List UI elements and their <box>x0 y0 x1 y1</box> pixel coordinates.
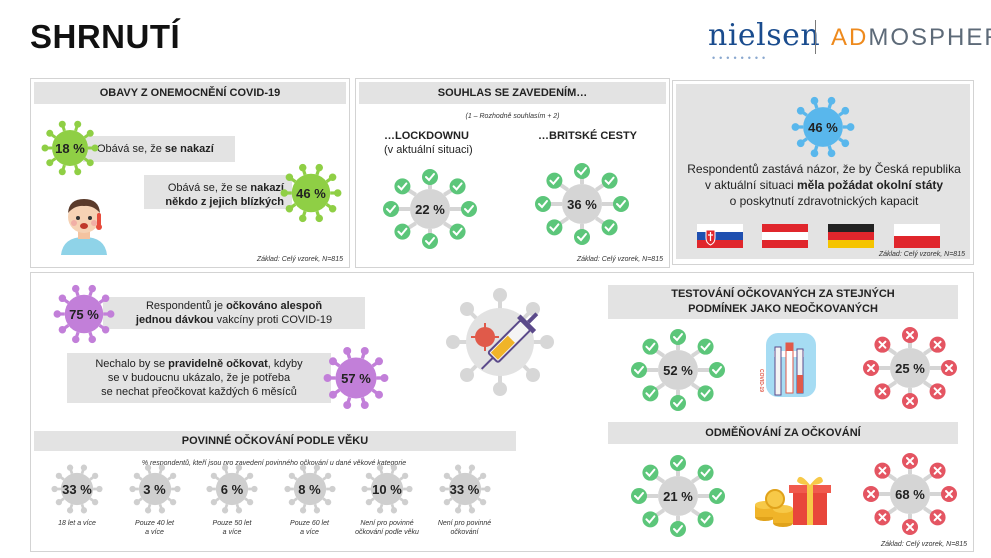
fear-panel-title: OBAVY Z ONEMOCNĚNÍ COVID-19 <box>34 82 346 104</box>
age-value-2: 6 % <box>220 481 244 497</box>
reward-base-note: Základ: Celý vzorek, N=815 <box>880 541 967 548</box>
austria-flag <box>762 224 808 248</box>
lockdown-value: 22 % <box>415 201 445 217</box>
testing-title: TESTOVÁNÍ OČKOVANÝCH ZA STEJNÝCH PODMÍNE… <box>608 285 958 319</box>
germany-flag <box>828 224 874 248</box>
vaccine-virus-illustration <box>446 288 554 396</box>
neighbors-value: 46 % <box>808 119 838 135</box>
british-value: 36 % <box>567 196 597 212</box>
age-virus-5: 33 % <box>438 463 491 515</box>
british-ring: 36 % <box>533 161 631 247</box>
vaccination-panel: Respondentů je očkováno alespoň jednou d… <box>30 272 974 552</box>
nielsen-logo-dots: •••••••• <box>712 53 770 63</box>
vaccinated-virus: 75 % <box>53 283 115 345</box>
age-label-1: Pouze 40 let a více <box>135 520 174 536</box>
fear-base-note: Základ: Celý vzorek, N=815 <box>256 256 343 263</box>
lockdown-ring: 22 % <box>381 167 479 251</box>
age-virus-0: 33 % <box>51 463 103 515</box>
age-label-5: Není pro povinné očkování <box>437 520 492 536</box>
agree-subtitle: (1 – Rozhodně souhlasím + 2) <box>465 113 560 120</box>
age-virus-3: 8 % <box>283 463 336 515</box>
admosphere-logo: ADMOSPHERE <box>831 24 991 51</box>
testing-yes-value: 52 % <box>663 362 693 378</box>
slovakia-flag <box>697 224 743 248</box>
age-virus-1: 3 % <box>128 463 181 515</box>
poland-flag <box>894 224 940 248</box>
vaccinated-value: 75 % <box>69 306 99 322</box>
logo-separator <box>815 20 816 54</box>
age-value-1: 3 % <box>143 481 166 497</box>
reward-yes-value: 21 % <box>663 488 693 504</box>
gift-coins-illustration <box>755 476 831 527</box>
age-label-0: 18 let a více <box>58 520 96 527</box>
testing-yes-ring: 52 % <box>629 327 727 413</box>
mandatory-title: POVINNÉ OČKOVÁNÍ PODLE VĚKU <box>34 431 516 451</box>
age-value-4: 10 % <box>372 481 402 497</box>
fear-close-box: Obává se, že se nakazí někdo z jejich bl… <box>144 175 292 209</box>
sick-person-illustration <box>61 199 107 255</box>
neighbors-text: Respondentů zastává názor, že by Česká r… <box>687 162 961 208</box>
age-label-3: Pouze 60 let a více <box>290 520 329 536</box>
testing-no-ring: 25 % <box>861 325 959 411</box>
page-title: SHRNUTÍ <box>30 18 181 55</box>
fear-close-virus: 46 % <box>280 162 342 224</box>
neighbors-virus: 46 % <box>791 95 855 159</box>
regular-value: 57 % <box>341 370 371 386</box>
age-value-5: 33 % <box>449 481 480 497</box>
fear-panel: OBAVY Z ONEMOCNĚNÍ COVID-19 Obává se, že… <box>30 78 350 268</box>
age-value-3: 8 % <box>298 481 321 497</box>
british-label: …BRITSKÉ CESTY <box>538 130 638 142</box>
age-label-4: Není pro povinné očkování podle věku <box>355 520 419 536</box>
reward-yes-ring: 21 % <box>629 453 727 539</box>
lockdown-label: …LOCKDOWNU <box>384 130 469 142</box>
agree-base-note: Základ: Celý vzorek, N=815 <box>576 256 663 263</box>
mandatory-subtitle: % respondentů, kteří jsou pro zavedení p… <box>141 460 407 467</box>
age-value-0: 33 % <box>62 481 92 497</box>
fear-infect-box: Obává se, že se nakazí <box>83 136 235 162</box>
fear-infect-virus: 18 % <box>41 119 99 177</box>
agree-panel-title: SOUHLAS SE ZAVEDENÍM… <box>359 82 666 104</box>
lockdown-sublabel: (v aktuální situaci) <box>384 144 473 156</box>
age-virus-4: 10 % <box>361 463 413 515</box>
fear-close-value: 46 % <box>296 185 326 201</box>
reward-no-value: 68 % <box>895 486 925 502</box>
test-tube-illustration <box>766 333 816 397</box>
reward-no-ring: 68 % <box>861 451 959 537</box>
age-label-2: Pouze 50 let a více <box>212 520 252 536</box>
nielsen-logo: nielsen <box>708 18 821 53</box>
agree-panel: SOUHLAS SE ZAVEDENÍM… (1 – Rozhodně souh… <box>355 78 670 268</box>
neighbors-panel: 46 % Respondentů zastává názor, že by Če… <box>672 80 974 265</box>
regular-box: Nechalo by se pravidelně očkovat, kdyby … <box>67 353 331 403</box>
vaccinated-box: Respondentů je očkováno alespoň jednou d… <box>103 297 365 329</box>
age-virus-2: 6 % <box>206 463 258 515</box>
regular-virus: 57 % <box>323 345 389 411</box>
fear-infect-value: 18 % <box>55 140 85 156</box>
test-tube-label: COVID-19 <box>758 369 764 393</box>
reward-title: ODMĚŇOVÁNÍ ZA OČKOVÁNÍ <box>608 422 958 444</box>
neighbors-base-note: Základ: Celý vzorek, N=815 <box>878 251 965 258</box>
testing-no-value: 25 % <box>895 360 925 376</box>
